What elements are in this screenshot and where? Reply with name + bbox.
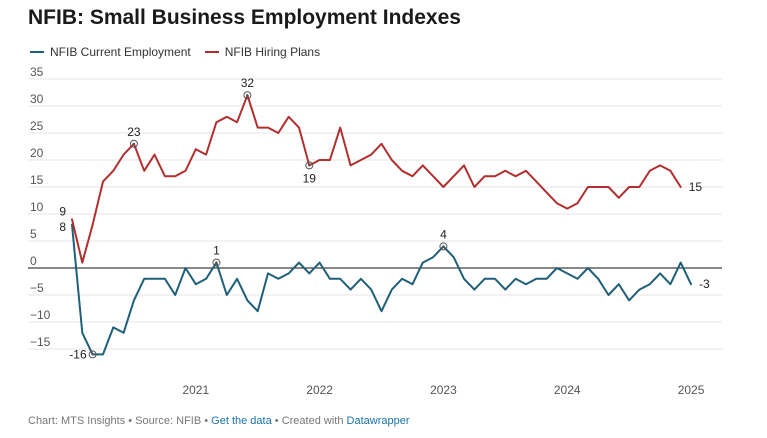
data-label: 15 xyxy=(689,180,703,194)
annotation-marker xyxy=(129,139,138,148)
y-tick-label: −10 xyxy=(30,308,51,322)
footer-created-with: Created with xyxy=(281,415,344,427)
y-tick-label: 20 xyxy=(30,146,44,160)
annotation-marker xyxy=(88,350,97,359)
data-label: 32 xyxy=(241,76,255,90)
data-label: 23 xyxy=(127,125,141,139)
chart-title: NFIB: Small Business Employment Indexes xyxy=(28,6,461,29)
data-label: 4 xyxy=(440,227,447,241)
datawrapper-link[interactable]: Datawrapper xyxy=(346,415,410,427)
data-label: -3 xyxy=(699,277,710,291)
y-tick-label: 30 xyxy=(30,92,44,106)
x-axis: 2021 2022 2023 2024 2025 xyxy=(182,383,704,397)
footer-sep-1: • xyxy=(125,415,136,427)
data-label: -16 xyxy=(69,347,87,361)
y-tick-label: −5 xyxy=(30,281,44,295)
footer-credit: Chart: MTS Insights xyxy=(28,415,126,427)
series-lines xyxy=(71,94,692,356)
y-tick-label: 5 xyxy=(30,227,37,241)
annotation-marker-dot xyxy=(308,164,311,167)
annotation-marker xyxy=(305,161,314,170)
annotation-marker xyxy=(212,258,221,267)
hiring-plans-line xyxy=(71,94,682,264)
annotation-marker-dot xyxy=(442,245,445,248)
x-tick-label: 2023 xyxy=(430,383,457,397)
x-tick-label: 2024 xyxy=(554,383,581,397)
footer-sep-2: • xyxy=(201,415,212,427)
legend-label-current: NFIB Current Employment xyxy=(50,45,191,59)
x-tick-label: 2025 xyxy=(678,383,705,397)
annotation-marker xyxy=(243,91,252,100)
get-data-link[interactable]: Get the data xyxy=(211,415,272,427)
legend-item-current-employment: NFIB Current Employment xyxy=(30,45,191,59)
y-tick-label: −15 xyxy=(30,335,51,349)
x-tick-label: 2021 xyxy=(182,383,209,397)
annotation-marker-dot xyxy=(132,142,136,145)
annotation-marker xyxy=(439,242,448,251)
y-tick-label: 35 xyxy=(30,65,44,79)
legend-item-hiring-plans: NFIB Hiring Plans xyxy=(204,45,321,59)
annotation-marker-dot xyxy=(215,261,218,264)
data-label: 8 xyxy=(59,220,66,234)
annotation-marker-dot xyxy=(246,94,249,97)
annotation-marker-dot xyxy=(91,353,94,356)
data-label: 9 xyxy=(59,204,66,218)
y-tick-label: 25 xyxy=(30,119,44,133)
y-tick-label: 15 xyxy=(30,173,44,187)
chart-legend: NFIB Current Employment NFIB Hiring Plan… xyxy=(30,45,334,59)
y-tick-label: 10 xyxy=(30,200,44,214)
x-tick-label: 2022 xyxy=(306,383,333,397)
y-tick-label: 0 xyxy=(30,254,37,268)
current-employment-line xyxy=(71,223,692,356)
data-label: 19 xyxy=(303,171,317,185)
data-label: 1 xyxy=(213,244,220,258)
footer-sep-3: • xyxy=(271,415,282,427)
legend-swatch-hiring xyxy=(204,51,219,53)
annotations: 8 -16 1 4 -3 9 23 32 19 15 xyxy=(59,76,710,361)
y-axis: 35 30 25 20 15 10 5 0 −5 −10 −15 xyxy=(30,65,51,349)
legend-label-hiring: NFIB Hiring Plans xyxy=(224,45,321,59)
legend-swatch-current xyxy=(30,51,44,53)
chart-grid xyxy=(28,78,722,350)
chart-footer: Chart: MTS Insights • Source: NFIB • Get… xyxy=(28,415,410,427)
footer-source: Source: NFIB xyxy=(135,415,202,427)
